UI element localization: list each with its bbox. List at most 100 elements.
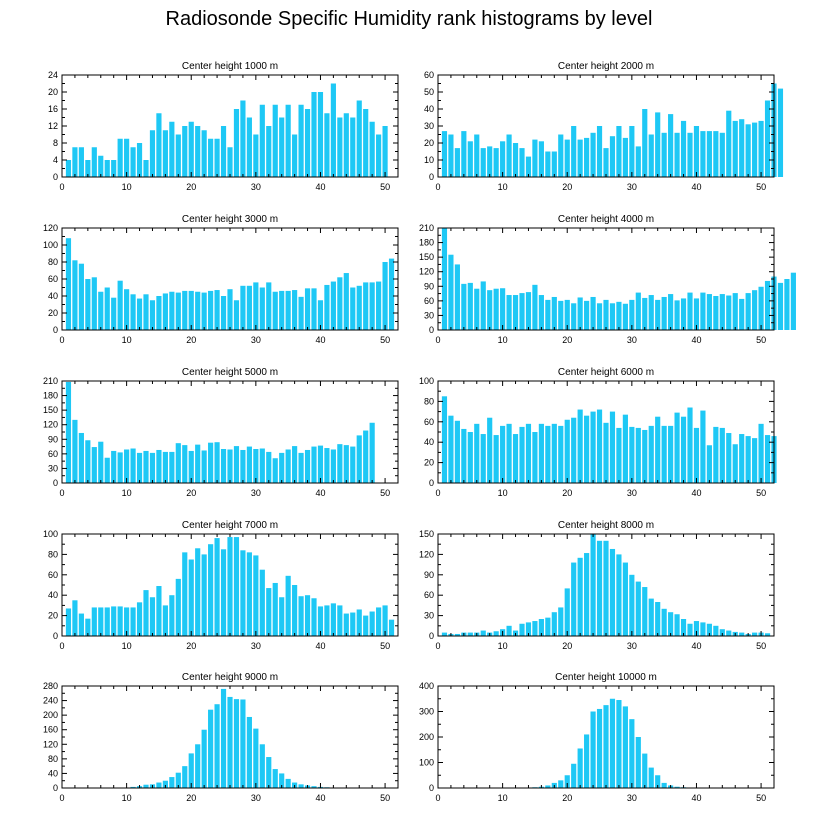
histogram-bar — [545, 151, 551, 177]
histogram-bar — [571, 303, 577, 330]
histogram-bar — [668, 425, 674, 483]
histogram-bar — [279, 452, 285, 483]
panel-title: Center height 10000 m — [555, 672, 657, 683]
histogram-bar — [642, 297, 648, 330]
histogram-bar — [441, 131, 448, 177]
histogram-bar — [532, 621, 538, 636]
histogram-bar — [538, 423, 544, 483]
histogram-bar — [648, 295, 654, 330]
histogram-bar — [454, 264, 460, 330]
histogram-bar — [752, 122, 758, 177]
histogram-bar — [285, 449, 291, 483]
y-tick-label: 60 — [48, 570, 58, 580]
histogram-bar — [78, 147, 84, 177]
histogram-bar — [130, 786, 136, 788]
histogram-bar — [233, 109, 240, 177]
y-tick-label: 90 — [48, 434, 58, 444]
histogram-bar — [143, 160, 149, 177]
histogram-bar — [220, 688, 227, 788]
y-tick-label: 120 — [419, 549, 434, 559]
x-tick-label: 10 — [498, 793, 508, 803]
histogram-bar — [603, 422, 609, 483]
histogram-bar — [551, 612, 557, 636]
x-tick-label: 10 — [498, 641, 508, 651]
histogram-bar — [195, 548, 201, 636]
histogram-bar — [98, 155, 104, 177]
histogram-bar — [195, 444, 201, 483]
y-tick-label: 0 — [53, 325, 58, 335]
y-tick-label: 160 — [43, 725, 58, 735]
histogram-bar — [525, 622, 532, 636]
x-tick-label: 10 — [122, 488, 132, 498]
histogram-bar — [208, 544, 214, 636]
histogram-bar — [668, 294, 674, 330]
histogram-bar — [136, 298, 143, 330]
histogram-bar — [467, 282, 473, 330]
histogram-bar — [72, 260, 78, 330]
y-tick-label: 0 — [429, 631, 434, 641]
histogram-bar — [285, 778, 291, 788]
histogram-bar — [350, 287, 356, 330]
histogram-bar — [376, 607, 382, 636]
y-tick-label: 120 — [419, 267, 434, 277]
x-tick-label: 10 — [122, 335, 132, 345]
histogram-bar — [603, 540, 609, 636]
histogram-bar — [558, 780, 564, 788]
histogram-bar — [240, 699, 246, 788]
histogram-bar — [117, 452, 123, 483]
histogram-bar — [719, 132, 725, 177]
histogram-bar — [603, 148, 609, 177]
histogram-bar — [304, 595, 311, 636]
histogram-bar — [98, 441, 104, 483]
x-tick-label: 20 — [186, 793, 196, 803]
histogram-bar — [454, 633, 460, 636]
histogram-bar — [369, 282, 375, 330]
panel-title: Center height 1000 m — [182, 61, 278, 72]
histogram-bar — [298, 296, 304, 330]
histogram-bar — [584, 300, 590, 330]
histogram-bar — [545, 299, 551, 330]
y-tick-label: 150 — [43, 405, 58, 415]
histogram-bar — [337, 605, 343, 636]
histogram-bar — [311, 786, 317, 788]
histogram-bar — [739, 298, 745, 330]
x-tick-label: 20 — [562, 182, 572, 192]
histogram-bar — [609, 411, 616, 483]
histogram-bar — [506, 134, 512, 177]
histogram-bar — [227, 449, 233, 483]
histogram-bar — [706, 623, 712, 636]
histogram-bar — [616, 554, 622, 636]
y-tick-label: 60 — [424, 296, 434, 306]
x-tick-label: 40 — [691, 182, 701, 192]
x-tick-label: 40 — [315, 335, 325, 345]
histogram-bar — [214, 704, 220, 788]
histogram-bar — [227, 696, 233, 788]
x-tick-label: 40 — [315, 641, 325, 651]
histogram-bar — [603, 705, 609, 789]
histogram-bar — [259, 744, 265, 788]
histogram-bar — [564, 588, 570, 636]
x-tick-label: 50 — [756, 335, 766, 345]
histogram-bar — [661, 296, 667, 330]
x-tick-label: 20 — [186, 641, 196, 651]
x-tick-label: 10 — [498, 182, 508, 192]
y-tick-label: 120 — [43, 739, 58, 749]
histogram-bar — [298, 452, 304, 483]
histogram-bar — [493, 435, 499, 483]
y-tick-label: 20 — [424, 138, 434, 148]
histogram-bar — [693, 621, 700, 636]
y-tick-label: 80 — [48, 257, 58, 267]
histogram-bar — [764, 435, 771, 483]
histogram-bar — [143, 294, 149, 330]
histogram-bar — [356, 285, 362, 330]
histogram-bar — [111, 160, 117, 177]
histogram-bar — [642, 753, 648, 788]
histogram-bar — [525, 423, 532, 483]
histogram-bar — [739, 632, 745, 636]
histogram-bar — [272, 769, 278, 788]
histogram-bar — [201, 554, 207, 636]
histogram-bar — [182, 552, 188, 636]
y-tick-label: 20 — [48, 611, 58, 621]
histogram-bar — [551, 296, 557, 330]
histogram-bar — [564, 419, 570, 483]
